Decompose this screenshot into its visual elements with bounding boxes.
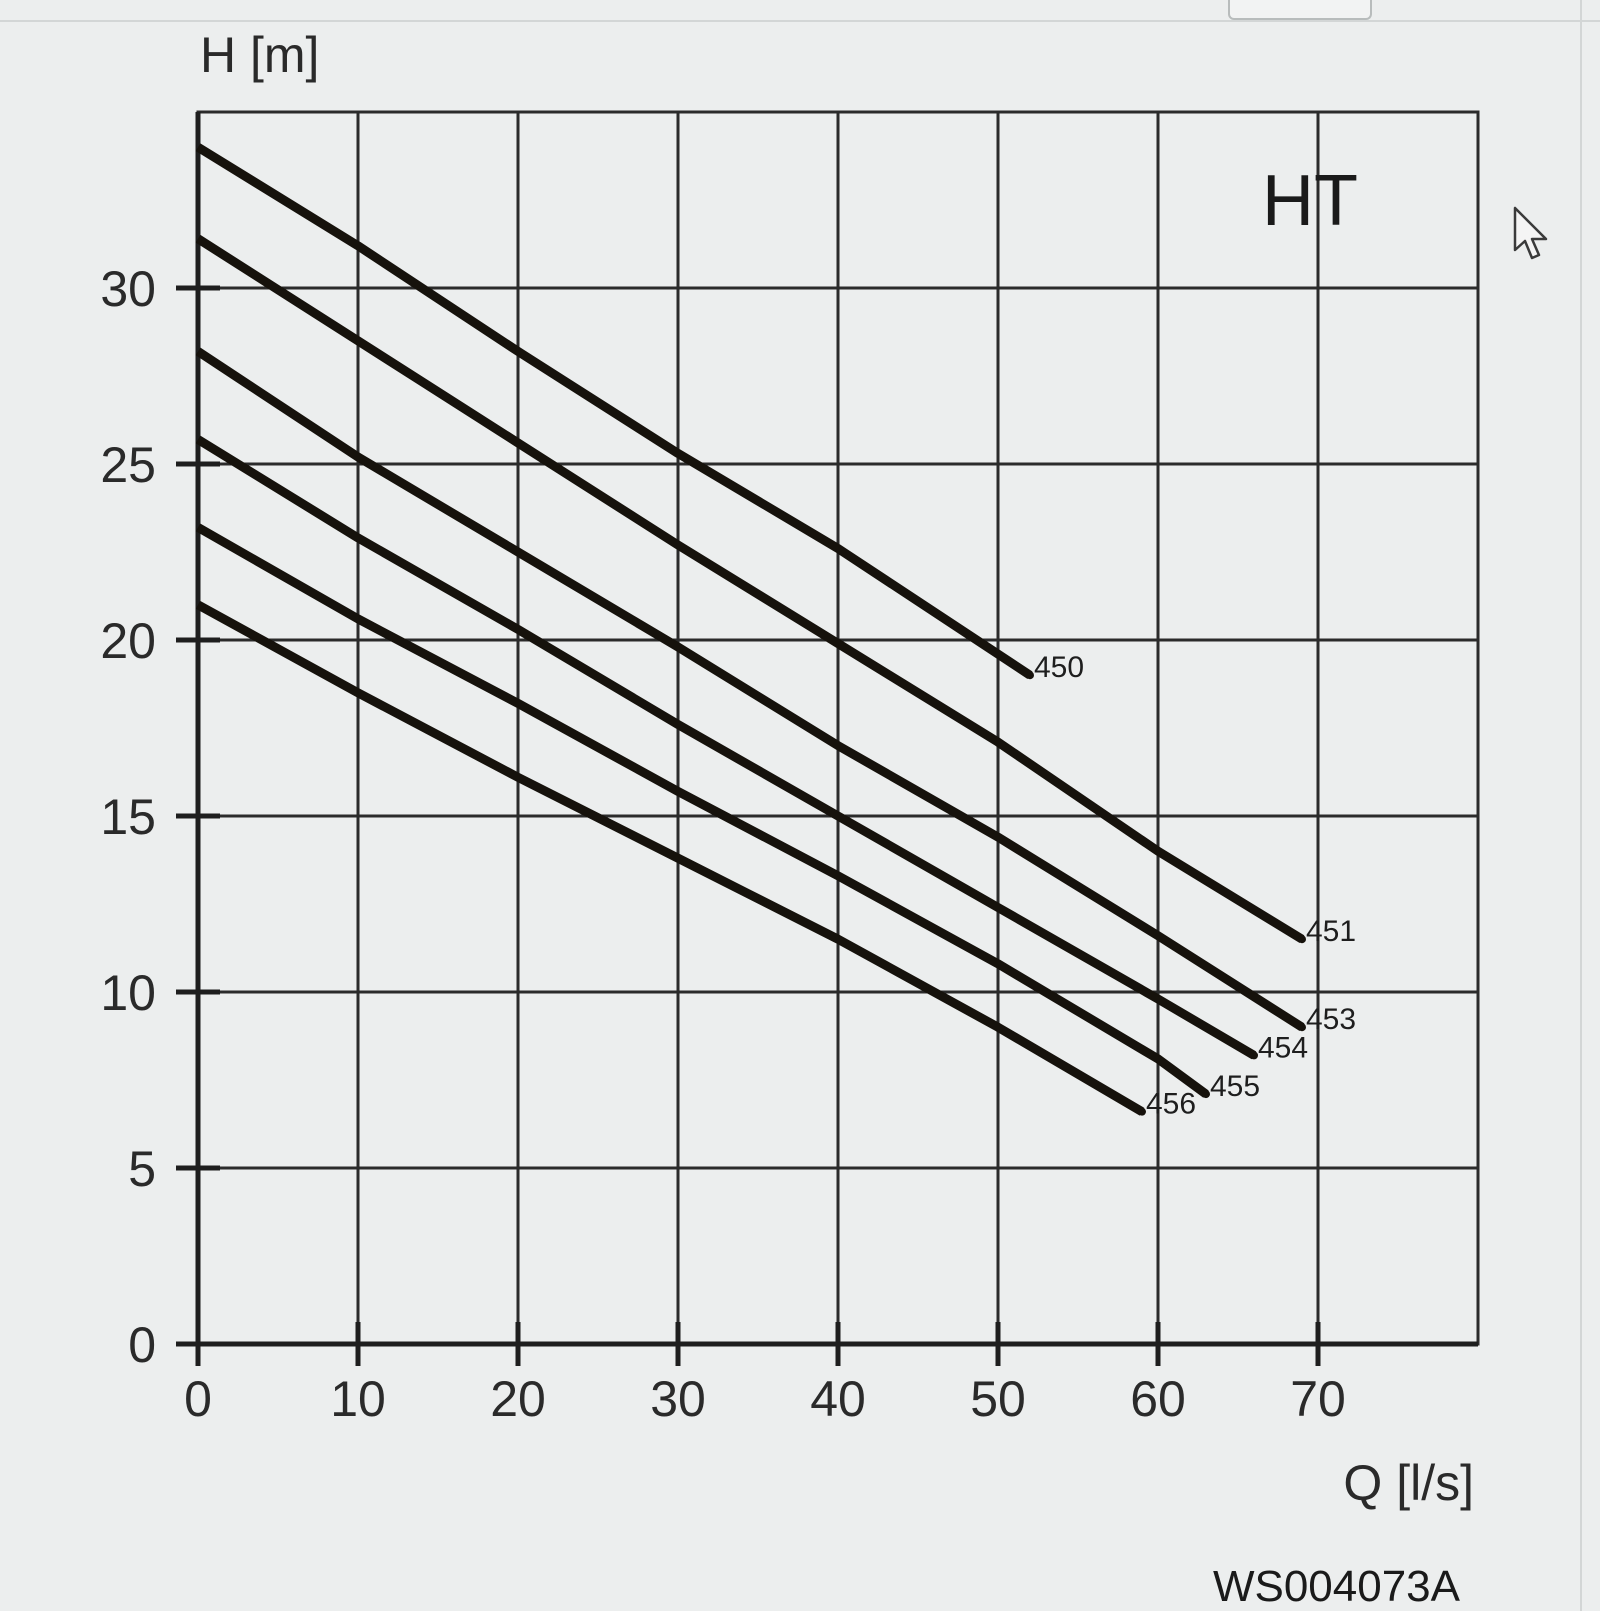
x-tick-label: 50 — [970, 1371, 1026, 1427]
y-tick-label: 15 — [100, 789, 156, 845]
x-tick-label: 10 — [330, 1371, 386, 1427]
axes: 0 5 10 15 20 25 30 0 10 20 30 40 50 60 70 — [100, 112, 1478, 1427]
series-end-point-453 — [1298, 1023, 1306, 1032]
x-tick-label: 30 — [650, 1371, 706, 1427]
series-label-450: 450 — [1034, 651, 1084, 684]
series-line-455 — [195, 523, 1209, 1098]
series-line-450 — [195, 143, 1033, 679]
y-tick-label: 0 — [128, 1317, 156, 1373]
series-end-point-454 — [1250, 1051, 1258, 1060]
series-label-451: 451 — [1306, 915, 1356, 948]
x-tick-label: 70 — [1290, 1371, 1346, 1427]
series-line-454 — [195, 435, 1257, 1060]
y-tick-label: 25 — [100, 437, 156, 493]
x-tick-label: 0 — [184, 1371, 212, 1427]
series-label-456: 456 — [1146, 1088, 1196, 1121]
chart-badge: HT — [1262, 161, 1358, 241]
series-line-456 — [195, 600, 1145, 1116]
y-tick-label: 5 — [128, 1141, 156, 1197]
series-label-454: 454 — [1258, 1031, 1308, 1064]
series-label-455: 455 — [1210, 1070, 1260, 1103]
x-tick-label: 60 — [1130, 1371, 1186, 1427]
series-line-451 — [195, 234, 1305, 944]
grid — [196, 110, 1480, 1346]
series-end-point-450 — [1026, 671, 1034, 680]
series-label-453: 453 — [1306, 1003, 1356, 1036]
y-tick-label: 30 — [100, 261, 156, 317]
mouse-pointer-icon — [1513, 206, 1548, 260]
figure-code: WS004073A — [1213, 1562, 1461, 1611]
top-tab[interactable] — [1228, 0, 1372, 20]
x-tick-label: 20 — [490, 1371, 546, 1427]
window-right-border — [1580, 0, 1582, 1611]
y-axis-label: H [m] — [200, 27, 319, 83]
x-axis-label: Q [l/s] — [1343, 1455, 1474, 1511]
series-end-point-455 — [1202, 1090, 1210, 1099]
series-lines — [195, 143, 1305, 1116]
series-end-point-456 — [1138, 1107, 1146, 1116]
series-end-point-451 — [1298, 935, 1306, 944]
x-tick-label: 40 — [810, 1371, 866, 1427]
window-top-border — [0, 20, 1600, 22]
series-line-453 — [195, 347, 1305, 1031]
y-tick-label: 10 — [100, 965, 156, 1021]
y-tick-label: 20 — [100, 613, 156, 669]
